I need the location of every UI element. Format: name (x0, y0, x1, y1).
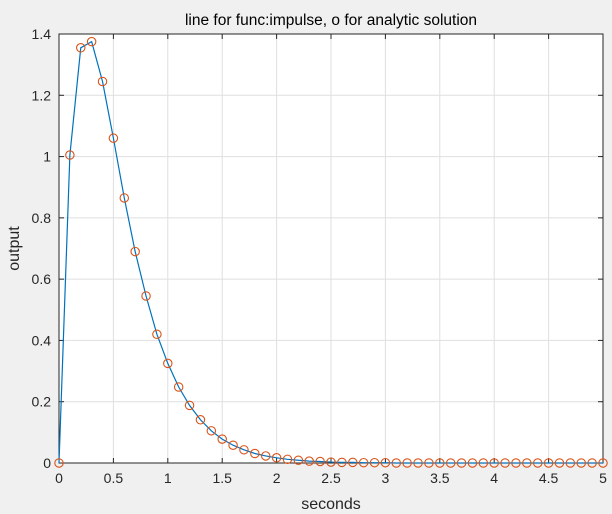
x-tick-label: 2 (273, 470, 281, 486)
y-tick-label: 1 (43, 149, 51, 165)
x-tick-label: 0.5 (104, 470, 124, 486)
data-point-marker (195, 415, 206, 425)
data-point-marker (500, 458, 510, 468)
data-point-marker (358, 457, 369, 468)
y-tick-label: 1.2 (32, 87, 52, 103)
data-point-marker (478, 458, 489, 468)
data-point-marker (576, 458, 586, 468)
data-point-marker (326, 457, 336, 467)
x-tick-label: 1 (164, 470, 172, 486)
data-point-marker (119, 193, 130, 203)
data-point-marker (391, 458, 402, 468)
data-point-marker (543, 458, 554, 468)
x-tick-label: 2.5 (321, 470, 341, 486)
data-point-marker (337, 457, 347, 468)
data-point-marker (228, 440, 238, 450)
data-point-marker (130, 246, 140, 257)
data-point-marker (554, 458, 565, 468)
data-point-marker (282, 454, 293, 465)
data-point-marker (206, 426, 217, 436)
data-point-marker (184, 400, 195, 411)
data-point-marker (532, 458, 543, 468)
data-point-marker (293, 455, 304, 465)
series-layer (54, 36, 608, 468)
y-tick-label: 0.2 (32, 394, 52, 410)
data-point-marker (108, 133, 119, 143)
data-point-marker (435, 458, 445, 468)
data-point-marker (141, 291, 151, 301)
y-tick-label: 0.8 (32, 210, 52, 226)
data-point-marker (304, 456, 314, 466)
y-tick-label: 1.4 (32, 26, 52, 42)
x-tick-label: 4.5 (539, 470, 559, 486)
chart-title: line for func:impulse, o for analytic so… (185, 12, 477, 29)
data-point-marker (348, 457, 358, 468)
data-point-marker (315, 456, 325, 467)
data-point-marker (445, 458, 456, 468)
data-point-marker (97, 76, 108, 87)
x-tick-label: 4 (490, 470, 498, 486)
data-point-marker (239, 445, 249, 455)
x-tick-label: 5 (599, 470, 607, 486)
data-point-marker (598, 458, 608, 468)
data-point-marker (260, 451, 271, 461)
data-point-marker (380, 457, 391, 468)
data-point-marker (424, 458, 434, 468)
y-tick-label: 0 (43, 455, 51, 471)
y-tick-label: 0.6 (32, 271, 52, 287)
x-axis-label: seconds (301, 496, 361, 513)
data-point-marker (173, 382, 184, 392)
data-point-marker (489, 458, 499, 468)
y-tick-labels: 0 0.2 0.4 0.6 0.8 1 1.2 1.4 (32, 26, 52, 471)
data-point-marker (511, 458, 521, 468)
data-point-marker (217, 434, 227, 444)
data-point-marker (522, 458, 532, 468)
data-point-marker (76, 43, 86, 53)
y-axis-label: output (6, 226, 23, 271)
data-point-marker (587, 458, 597, 468)
y-tick-label: 0.4 (32, 332, 52, 348)
x-tick-label: 3.5 (430, 470, 450, 486)
data-point-marker (271, 453, 282, 463)
series-line (58, 40, 603, 464)
x-tick-label: 0 (55, 470, 63, 486)
data-point-marker (54, 458, 64, 468)
data-point-marker (250, 448, 260, 459)
data-point-marker (456, 458, 467, 468)
x-tick-label: 3 (382, 470, 390, 486)
data-point-marker (467, 458, 478, 468)
x-tick-label: 1.5 (212, 470, 232, 486)
data-point-marker (163, 358, 173, 369)
data-point-marker (402, 458, 412, 468)
data-point-marker (65, 150, 75, 160)
data-point-marker (413, 458, 423, 468)
data-point-marker (152, 329, 162, 340)
data-point-marker (369, 457, 380, 468)
data-point-marker (565, 458, 576, 468)
x-tick-labels: 0 0.5 1 1.5 2 2.5 3 3.5 4 4.5 5 (55, 470, 607, 486)
data-point-marker (86, 36, 97, 47)
